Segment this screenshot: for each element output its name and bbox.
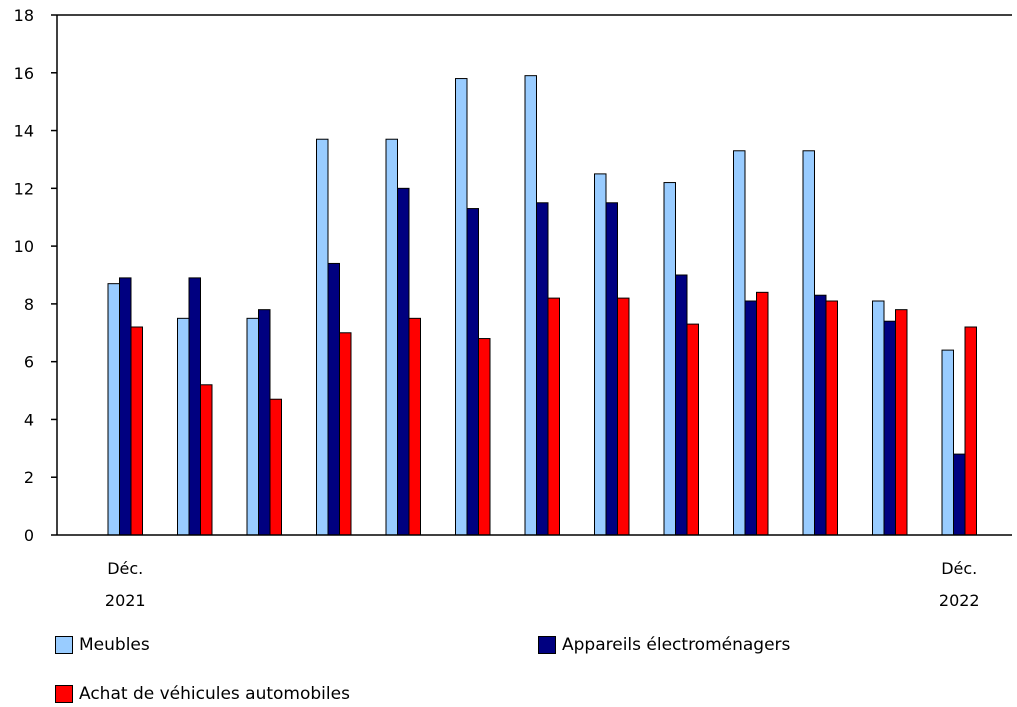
x-tick-label-year: 2021 (105, 591, 146, 610)
bar-0-1 (177, 317, 190, 536)
bar-1-3 (327, 262, 340, 536)
legend-swatch-appareils (538, 636, 556, 654)
bar-1-10 (814, 294, 827, 536)
y-tick-label: 14 (14, 122, 34, 141)
y-tick-label: 6 (24, 353, 34, 372)
bar-1-7 (605, 202, 618, 536)
bars-layer (107, 75, 977, 536)
bar-2-4 (408, 317, 421, 536)
x-tick-label-month: Déc. (107, 559, 143, 578)
bar-2-0 (130, 326, 143, 536)
bar-2-5 (478, 338, 491, 536)
bar-2-3 (339, 332, 352, 536)
x-tick-label-month: Déc. (941, 559, 977, 578)
bar-1-9 (744, 300, 757, 536)
y-tick-label: 0 (24, 526, 34, 545)
bar-1-11 (883, 320, 896, 536)
bar-1-1 (188, 277, 201, 536)
bar-0-12 (941, 349, 954, 536)
bar-2-9 (756, 291, 769, 536)
legend-label-achat-vehicules: Achat de véhicules automobiles (79, 684, 350, 704)
y-tick-label: 18 (14, 6, 34, 25)
y-tick-label: 2 (24, 468, 34, 487)
bar-2-2 (269, 398, 282, 536)
y-ticks: 0 2 4 6 8 10 12 14 16 18 (14, 6, 57, 545)
legend-swatch-achat-vehicules (55, 685, 73, 703)
bar-1-4 (397, 187, 410, 536)
axes-layer (56, 14, 1012, 536)
x-tick-label-year: 2022 (939, 591, 980, 610)
bar-2-7 (617, 297, 630, 536)
bar-1-6 (536, 202, 549, 536)
legend-item-achat-vehicules: Achat de véhicules automobiles (55, 684, 350, 704)
bar-0-4 (385, 138, 398, 536)
bar-1-0 (119, 277, 132, 536)
bar-0-8 (663, 182, 676, 536)
y-tick-label: 8 (24, 295, 34, 314)
bar-1-2 (258, 309, 271, 536)
y-tick-label: 4 (24, 410, 34, 429)
bar-1-8 (675, 274, 688, 536)
bar-0-9 (733, 150, 746, 536)
legend-swatch-meubles (55, 636, 73, 654)
x-ticks: Déc. 2021 Déc. 2022 (105, 559, 980, 610)
bar-0-7 (594, 173, 607, 536)
bar-2-11 (895, 309, 908, 536)
bar-0-5 (455, 78, 468, 536)
bar-2-10 (825, 300, 838, 536)
y-tick-label: 12 (14, 179, 34, 198)
bar-2-1 (200, 384, 213, 536)
bar-0-2 (246, 317, 259, 536)
bar-2-6 (547, 297, 560, 536)
y-tick-label: 10 (14, 237, 34, 256)
legend-item-appareils: Appareils électroménagers (538, 635, 790, 655)
bar-0-10 (802, 150, 815, 536)
y-tick-label: 16 (14, 64, 34, 83)
legend-item-meubles: Meubles (55, 635, 150, 655)
bar-1-5 (466, 208, 479, 536)
bar-0-6 (524, 75, 537, 536)
bar-1-12 (953, 453, 966, 536)
bar-2-8 (686, 323, 699, 536)
legend-label-appareils: Appareils électroménagers (562, 635, 791, 655)
bar-0-0 (107, 283, 120, 536)
legend-label-meubles: Meubles (79, 635, 150, 655)
bar-0-3 (316, 138, 329, 536)
bar-2-12 (964, 326, 977, 536)
bar-0-11 (872, 300, 885, 536)
